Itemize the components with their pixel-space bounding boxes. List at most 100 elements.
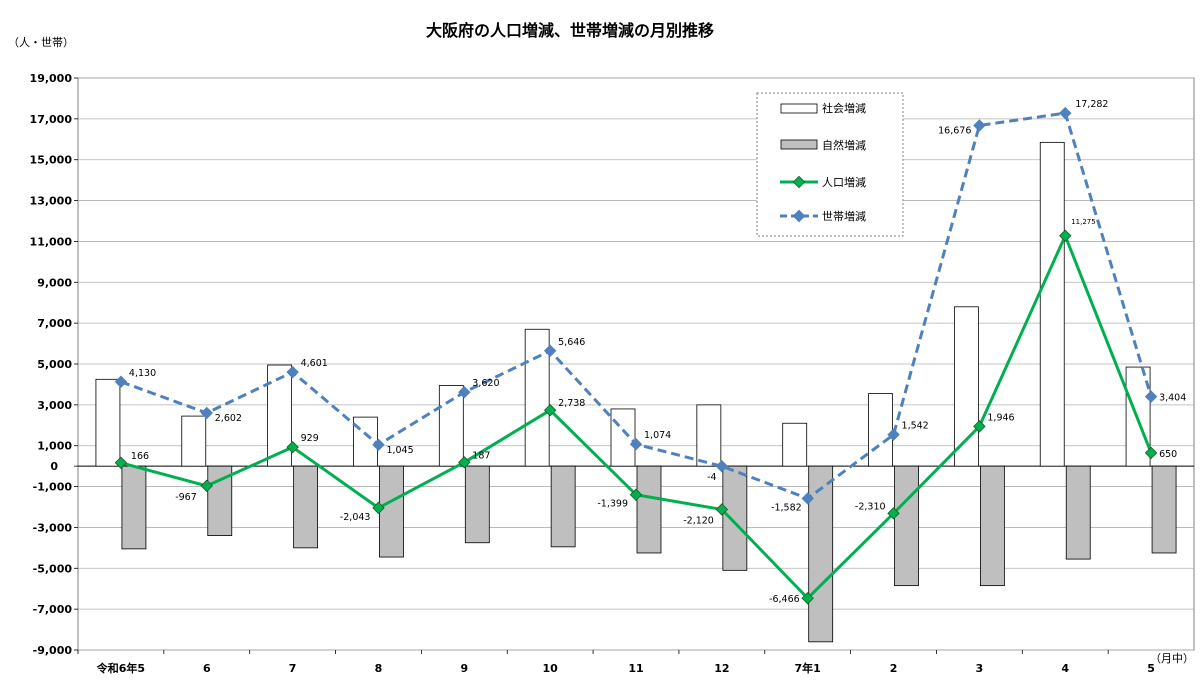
household-data-label: 4,601 [301, 358, 328, 369]
household-data-label: 3,620 [472, 378, 499, 389]
population-marker [543, 403, 557, 417]
x-tick-label: 2 [890, 662, 898, 675]
bar-natural [979, 465, 1005, 587]
x-tick-label: 11 [628, 662, 643, 675]
household-marker [372, 438, 385, 452]
bar-social [782, 422, 808, 467]
y-tick-label: 0 [50, 460, 58, 473]
population-data-label: -6,466 [769, 594, 800, 605]
bar-social [696, 404, 722, 467]
household-marker [458, 385, 471, 399]
y-tick-label: -7,000 [33, 603, 73, 616]
population-marker [1144, 446, 1158, 460]
y-tick-label: 9,000 [37, 276, 72, 289]
household-marker [629, 437, 643, 451]
household-data-label: 17,282 [1075, 99, 1108, 110]
household-marker [801, 492, 814, 505]
y-tick-label: -3,000 [33, 521, 73, 534]
bar-social [181, 415, 207, 467]
x-tick-label: 令和6年5 [96, 661, 145, 675]
y-axis-ticks: 19,000 17,000 15,000 13,000 11,000 9,000 7,000… [30, 72, 78, 657]
y-tick-label: 3,000 [37, 399, 72, 412]
x-tick-label: 7年1 [795, 661, 821, 675]
legend-label-social: 社会増減 [822, 101, 866, 115]
household-marker [887, 428, 900, 441]
household-data-label: -4 [707, 472, 716, 483]
bar-social [1039, 141, 1065, 467]
household-data-label: 1,045 [386, 445, 413, 456]
bar-social [868, 393, 893, 467]
bar-natural [808, 465, 834, 643]
y-tick-label: 1,000 [37, 440, 72, 453]
population-marker [372, 501, 385, 515]
household-marker [200, 406, 213, 420]
x-tick-label: 10 [542, 662, 558, 675]
population-data-label: 11,275 [1071, 218, 1096, 226]
population-data-label: -2,120 [683, 515, 714, 526]
bar-social [610, 408, 636, 467]
household-data-label: 1,074 [644, 430, 671, 441]
population-data-label: 650 [1159, 449, 1177, 460]
x-tick-label: 3 [976, 662, 984, 675]
household-marker [543, 344, 557, 358]
bar-social [438, 385, 464, 467]
population-data-label: 166 [131, 451, 149, 462]
population-marker [887, 507, 900, 520]
bar-social [953, 306, 979, 467]
population-marker [715, 503, 729, 516]
population-marker [286, 440, 299, 454]
population-data-label: -967 [175, 492, 197, 503]
bar-natural [121, 465, 147, 550]
population-data-label: 187 [472, 450, 490, 461]
bar-natural [464, 465, 490, 544]
population-marker [1059, 229, 1072, 243]
population-data-label: -1,399 [597, 499, 628, 510]
legend-swatch-social [780, 103, 818, 114]
bar-natural [636, 465, 662, 554]
y-tick-label: 15,000 [30, 154, 73, 167]
x-tick-label: 5 [1147, 662, 1155, 675]
bar-natural [1065, 465, 1091, 560]
household-data-label: 4,130 [129, 368, 156, 379]
population-data-label: 929 [301, 433, 319, 444]
population-marker [973, 420, 986, 433]
bar-natural [722, 465, 748, 571]
legend-marker-population [792, 175, 806, 189]
household-data-label: -1,582 [771, 502, 802, 513]
y-axis-unit: （人・世帯） [8, 36, 74, 49]
legend-marker-household [792, 209, 806, 223]
legend-label-population: 人口増減 [822, 175, 866, 189]
household-data-label: 5,646 [558, 337, 585, 348]
bar-natural [293, 465, 319, 549]
x-tick-label: 7 [289, 662, 297, 675]
y-tick-label: -5,000 [33, 562, 73, 575]
y-tick-label: 11,000 [30, 235, 73, 248]
bar-social [95, 378, 121, 467]
lines [114, 106, 1158, 605]
population-data-label: -2,310 [855, 501, 886, 512]
bar-natural [1151, 465, 1177, 554]
y-tick-label: 17,000 [30, 113, 73, 126]
y-tick-label: -1,000 [33, 481, 73, 494]
y-tick-label: 7,000 [37, 317, 72, 330]
household-data-label: 3,404 [1159, 393, 1186, 404]
bar-social [524, 328, 550, 467]
x-tick-label: 8 [375, 662, 383, 675]
population-marker [801, 592, 814, 605]
household-marker [1059, 106, 1072, 120]
y-tick-label: -9,000 [33, 644, 73, 657]
household-marker [1144, 390, 1158, 403]
plot-area [77, 77, 1195, 651]
population-marker [629, 488, 643, 501]
household-marker [973, 119, 986, 132]
x-axis-unit: （月中） [1150, 652, 1194, 665]
household-data-label: 2,602 [215, 413, 242, 424]
population-marker [114, 456, 128, 469]
bar-natural [379, 465, 404, 558]
legend-label-natural: 自然増減 [822, 138, 866, 152]
x-tick-label: 9 [460, 662, 468, 675]
chart-title: 大阪府の人口増減、世帯増減の月別推移 [426, 21, 714, 40]
population-data-label: -2,043 [340, 512, 371, 523]
y-tick-label: 13,000 [30, 195, 73, 208]
